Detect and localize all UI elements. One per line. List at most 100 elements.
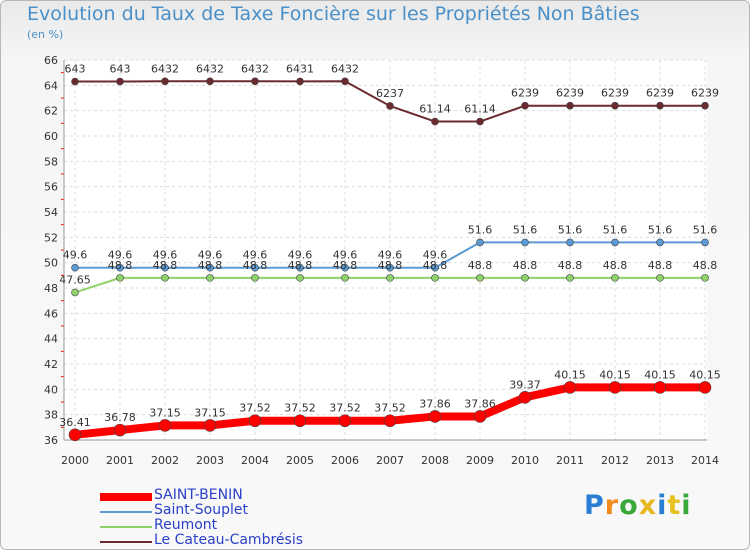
y-tick-label: 60 <box>44 130 58 143</box>
data-label-le-cateau-cambresis: 6239 <box>556 87 584 100</box>
data-label-saint-souplet: 49.6 <box>63 249 88 262</box>
data-point-reumont <box>71 288 79 297</box>
x-tick-label: 2014 <box>691 454 719 467</box>
data-label-saint-benin: 40.15 <box>689 368 721 381</box>
legend-swatch <box>100 493 152 501</box>
data-point-le-cateau-cambresis <box>206 77 214 86</box>
data-point-reumont <box>521 274 529 282</box>
data-point-saint-souplet <box>521 238 529 247</box>
legend-label: SAINT-BENIN <box>154 487 243 503</box>
data-label-saint-benin: 37.86 <box>419 397 451 410</box>
data-point-saint-souplet <box>566 238 574 247</box>
x-tick-label: 2013 <box>646 454 674 467</box>
y-tick-label: 66 <box>44 54 58 67</box>
data-point-saint-benin <box>293 414 307 428</box>
data-label-saint-souplet: 51.6 <box>693 223 718 236</box>
data-point-saint-benin <box>68 428 82 442</box>
data-label-saint-souplet: 49.6 <box>198 249 223 262</box>
data-point-le-cateau-cambresis <box>656 101 664 110</box>
data-point-saint-benin <box>698 381 712 394</box>
x-tick-label: 2002 <box>151 454 179 467</box>
data-label-reumont: 48.8 <box>558 259 583 272</box>
data-point-reumont <box>251 274 259 282</box>
data-label-saint-souplet: 49.6 <box>243 249 268 262</box>
y-tick-label: 48 <box>44 282 58 295</box>
data-point-le-cateau-cambresis <box>341 77 349 86</box>
data-point-saint-benin <box>518 391 532 404</box>
data-point-reumont <box>656 274 664 282</box>
legend-swatch <box>100 526 152 528</box>
data-point-le-cateau-cambresis <box>566 101 574 110</box>
data-label-le-cateau-cambresis: 643 <box>110 63 131 76</box>
data-label-reumont: 48.8 <box>198 259 223 272</box>
data-label-reumont: 48.8 <box>378 259 403 272</box>
data-point-saint-souplet <box>161 263 169 272</box>
y-tick-label: 40 <box>44 383 58 396</box>
data-point-reumont <box>206 274 214 282</box>
data-label-reumont: 48.8 <box>693 259 718 272</box>
data-point-le-cateau-cambresis <box>431 117 439 126</box>
legend-swatch <box>100 541 152 543</box>
legend-label: Le Cateau-Cambrésis <box>154 532 303 548</box>
data-point-reumont <box>566 274 574 282</box>
data-label-reumont: 48.8 <box>603 259 628 272</box>
data-point-le-cateau-cambresis <box>71 77 79 86</box>
data-point-saint-benin <box>473 410 487 423</box>
y-tick-label: 56 <box>44 181 58 194</box>
x-tick-label: 2000 <box>61 454 89 467</box>
x-tick-label: 2011 <box>556 454 584 467</box>
data-label-saint-benin: 36.78 <box>104 411 136 424</box>
data-point-reumont <box>611 274 619 282</box>
data-point-saint-benin <box>608 381 622 394</box>
data-label-le-cateau-cambresis: 61.14 <box>419 103 451 116</box>
data-point-reumont <box>161 274 169 282</box>
chart-subtitle: (en %) <box>27 28 64 41</box>
x-tick-label: 2009 <box>466 454 494 467</box>
data-label-saint-benin: 37.15 <box>194 406 226 419</box>
y-tick-label: 46 <box>44 307 58 320</box>
data-point-le-cateau-cambresis <box>701 101 709 110</box>
data-label-saint-benin: 40.15 <box>599 368 631 381</box>
data-label-saint-benin: 37.52 <box>284 402 316 415</box>
data-label-le-cateau-cambresis: 6239 <box>691 87 719 100</box>
data-label-le-cateau-cambresis: 6239 <box>511 87 539 100</box>
data-label-le-cateau-cambresis: 61.14 <box>464 103 496 116</box>
data-label-reumont: 48.8 <box>648 259 673 272</box>
data-point-reumont <box>476 274 484 282</box>
y-tick-label: 36 <box>44 434 58 447</box>
data-label-saint-benin: 37.52 <box>329 402 361 415</box>
data-label-le-cateau-cambresis: 6432 <box>196 62 224 75</box>
data-point-le-cateau-cambresis <box>296 77 304 86</box>
data-point-reumont <box>431 274 439 282</box>
data-label-saint-souplet: 51.6 <box>648 223 673 236</box>
data-label-le-cateau-cambresis: 6432 <box>151 62 179 75</box>
data-label-reumont: 48.8 <box>108 259 133 272</box>
data-point-saint-benin <box>653 381 667 394</box>
data-label-reumont: 48.8 <box>468 259 493 272</box>
data-point-saint-souplet <box>656 238 664 247</box>
y-tick-label: 54 <box>44 206 58 219</box>
data-label-saint-souplet: 51.6 <box>603 223 628 236</box>
legend-label: Saint-Souplet <box>154 502 248 518</box>
data-point-saint-benin <box>248 414 262 428</box>
data-label-reumont: 48.8 <box>153 259 178 272</box>
data-label-saint-benin: 40.15 <box>554 368 586 381</box>
data-label-saint-benin: 37.15 <box>149 406 181 419</box>
y-tick-label: 44 <box>44 333 58 346</box>
proxiti-logo: Proxiti <box>584 490 692 521</box>
y-tick-label: 50 <box>44 257 58 270</box>
data-label-reumont: 48.8 <box>288 259 313 272</box>
x-tick-label: 2005 <box>286 454 314 467</box>
data-point-reumont <box>386 274 394 282</box>
data-point-saint-souplet <box>71 263 79 272</box>
data-label-le-cateau-cambresis: 6237 <box>376 87 404 100</box>
data-point-reumont <box>341 274 349 282</box>
data-point-saint-benin <box>428 410 442 423</box>
y-tick-label: 52 <box>44 231 58 244</box>
data-point-reumont <box>116 274 124 282</box>
data-point-saint-benin <box>158 419 172 432</box>
data-label-saint-benin: 36.41 <box>59 416 91 429</box>
data-point-le-cateau-cambresis <box>251 77 259 86</box>
x-tick-label: 2012 <box>601 454 629 467</box>
